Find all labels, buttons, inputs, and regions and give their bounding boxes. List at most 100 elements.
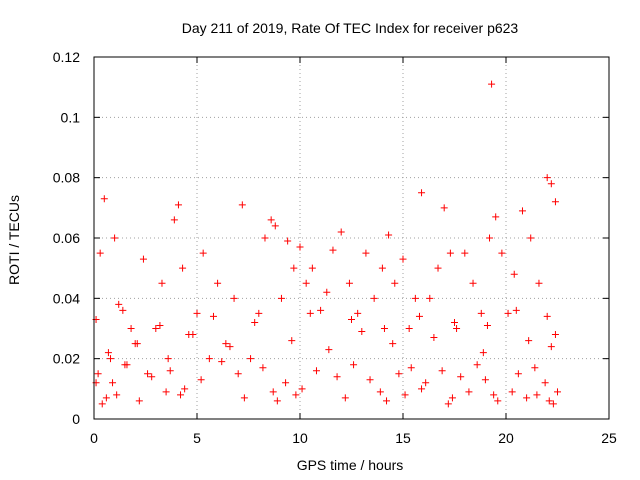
data-point bbox=[158, 279, 166, 287]
data-point bbox=[543, 174, 551, 182]
x-tick-labels: 0 5 10 15 20 25 bbox=[90, 430, 617, 446]
data-point bbox=[358, 328, 366, 336]
data-point bbox=[131, 340, 139, 348]
data-point bbox=[554, 388, 561, 396]
data-point bbox=[341, 394, 349, 402]
data-point bbox=[508, 388, 516, 396]
data-point bbox=[551, 331, 559, 339]
data-point bbox=[444, 400, 452, 408]
data-point bbox=[269, 388, 277, 396]
data-point bbox=[144, 370, 152, 378]
data-point bbox=[100, 195, 108, 203]
data-point bbox=[298, 385, 306, 393]
data-point bbox=[325, 346, 333, 354]
data-point bbox=[418, 385, 426, 393]
data-point bbox=[514, 370, 522, 378]
y-tick-label: 0.1 bbox=[61, 109, 81, 125]
data-point bbox=[533, 391, 541, 399]
data-point bbox=[376, 388, 384, 396]
data-point bbox=[549, 400, 557, 408]
data-point bbox=[389, 340, 397, 348]
data-point bbox=[391, 279, 399, 287]
chart-title: Day 211 of 2019, Rate Of TEC Index for r… bbox=[182, 20, 519, 36]
data-point bbox=[477, 309, 485, 317]
data-point bbox=[189, 331, 197, 339]
data-point bbox=[156, 321, 164, 329]
data-point bbox=[317, 306, 325, 314]
data-point bbox=[148, 373, 156, 381]
y-tick-label: 0.06 bbox=[53, 230, 80, 246]
data-point bbox=[504, 309, 512, 317]
data-point bbox=[166, 367, 174, 375]
data-point bbox=[199, 249, 207, 257]
data-point bbox=[395, 370, 403, 378]
data-point bbox=[407, 364, 415, 372]
data-point bbox=[434, 264, 442, 272]
data-point bbox=[267, 216, 275, 224]
data-point bbox=[535, 279, 543, 287]
data-point bbox=[193, 309, 201, 317]
data-point bbox=[446, 249, 454, 257]
x-tick-label: 5 bbox=[193, 430, 201, 446]
data-point bbox=[111, 234, 119, 242]
data-point bbox=[197, 376, 205, 384]
data-point bbox=[337, 228, 345, 236]
data-point bbox=[430, 334, 438, 342]
data-point bbox=[179, 264, 187, 272]
data-point bbox=[348, 315, 355, 323]
data-point bbox=[181, 385, 189, 393]
y-tick-label: 0.04 bbox=[53, 290, 80, 306]
data-point bbox=[354, 309, 362, 317]
data-point bbox=[527, 234, 535, 242]
data-point bbox=[440, 204, 448, 212]
grid-lines bbox=[94, 57, 609, 419]
data-point bbox=[451, 318, 458, 326]
data-point bbox=[448, 394, 456, 402]
data-point bbox=[518, 207, 526, 215]
data-point bbox=[383, 397, 391, 405]
data-point bbox=[350, 361, 358, 369]
data-point bbox=[96, 249, 104, 257]
data-point bbox=[247, 355, 255, 363]
data-point bbox=[370, 294, 378, 302]
data-point bbox=[170, 216, 178, 224]
data-point bbox=[512, 306, 520, 314]
data-point bbox=[230, 294, 238, 302]
data-point bbox=[259, 364, 267, 372]
data-point bbox=[152, 325, 160, 332]
data-point bbox=[492, 213, 500, 221]
data-point bbox=[380, 325, 388, 332]
data-point bbox=[214, 279, 222, 287]
data-point bbox=[312, 367, 320, 375]
x-tick-label: 25 bbox=[601, 430, 617, 446]
data-point bbox=[488, 80, 496, 88]
data-point bbox=[251, 318, 259, 326]
data-point bbox=[498, 249, 506, 257]
data-point bbox=[123, 361, 131, 369]
data-point bbox=[510, 270, 518, 278]
data-point bbox=[547, 180, 555, 188]
data-point bbox=[308, 264, 316, 272]
data-point bbox=[273, 397, 281, 405]
data-point bbox=[329, 246, 337, 254]
x-tick-label: 0 bbox=[90, 430, 98, 446]
data-point bbox=[473, 361, 481, 369]
data-point bbox=[490, 391, 498, 399]
data-point bbox=[333, 373, 341, 381]
data-point bbox=[209, 312, 217, 320]
data-point bbox=[282, 379, 290, 387]
data-point bbox=[481, 376, 489, 384]
data-point bbox=[418, 189, 426, 197]
data-point bbox=[205, 355, 213, 363]
data-point bbox=[102, 394, 110, 402]
data-point bbox=[104, 349, 112, 357]
data-point bbox=[284, 237, 292, 245]
data-point bbox=[486, 234, 494, 242]
data-point bbox=[479, 349, 487, 357]
data-point bbox=[296, 243, 304, 251]
data-point bbox=[415, 312, 423, 320]
data-point bbox=[531, 364, 539, 372]
data-point bbox=[164, 355, 172, 363]
x-tick-label: 20 bbox=[498, 430, 514, 446]
y-axis-label: ROTI / TECUs bbox=[6, 195, 22, 285]
